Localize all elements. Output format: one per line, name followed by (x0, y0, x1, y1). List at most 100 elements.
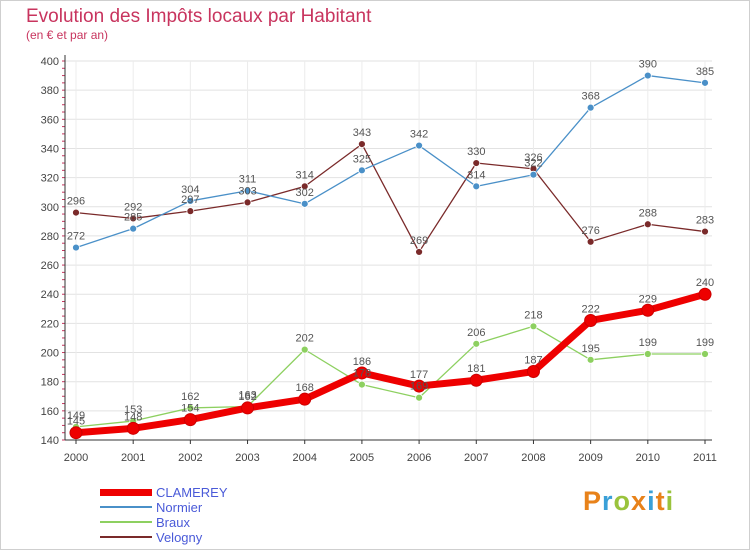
data-point-normier (701, 78, 709, 87)
data-label-normier: 390 (639, 59, 657, 71)
data-label-normier: 285 (124, 212, 142, 224)
data-point-normier (300, 199, 309, 208)
logo-letter-7: i (665, 486, 675, 516)
legend-label: Braux (156, 515, 190, 530)
y-tick-label: 360 (41, 114, 59, 126)
x-tick-label: 2007 (464, 452, 488, 464)
data-point-normier (586, 103, 595, 112)
y-tick-label: 260 (41, 260, 59, 272)
logo-letter-4: x (631, 486, 648, 516)
x-tick-label: 2010 (636, 452, 660, 464)
data-label-clamerey: 222 (581, 303, 599, 315)
data-point-normier (529, 170, 538, 179)
data-label-velogny: 297 (181, 194, 199, 206)
legend-swatch (100, 521, 152, 523)
data-label-velogny: 343 (353, 127, 371, 139)
legend-label: Velogny (156, 530, 203, 545)
data-point-clamerey (641, 303, 655, 317)
series-line-clamerey (72, 290, 709, 437)
data-point-velogny (472, 159, 481, 167)
y-tick-label: 140 (41, 435, 59, 447)
x-tick-label: 2000 (64, 452, 88, 464)
data-label-normier: 342 (410, 129, 428, 141)
y-tick-label: 340 (41, 143, 59, 155)
x-tick-label: 2001 (121, 452, 145, 464)
legend-swatch (100, 489, 152, 496)
data-label-normier: 304 (181, 184, 199, 196)
data-point-clamerey (526, 364, 540, 378)
data-label-braux: 199 (639, 337, 657, 349)
data-point-velogny (243, 198, 252, 207)
data-point-normier (358, 166, 366, 175)
data-point-clamerey (69, 426, 83, 440)
data-label-clamerey: 229 (639, 293, 657, 305)
series-line-velogny (75, 143, 706, 253)
data-label-normier: 368 (581, 91, 599, 103)
data-label-normier: 272 (67, 231, 85, 243)
data-point-normier (415, 141, 423, 150)
data-label-braux: 162 (181, 391, 199, 403)
logo-letter-5: i (647, 486, 656, 516)
data-label-velogny: 326 (524, 152, 542, 164)
data-label-clamerey: 168 (296, 382, 314, 394)
x-tick-label: 2004 (292, 452, 316, 464)
data-point-braux (643, 350, 652, 358)
data-label-braux: 178 (353, 368, 371, 380)
data-point-velogny (415, 248, 423, 256)
data-point-clamerey (126, 421, 140, 435)
data-point-normier (72, 243, 80, 252)
data-label-clamerey: 145 (67, 416, 85, 428)
data-label-velogny: 292 (124, 201, 142, 213)
chart-subtitle: (en € et par an) (26, 28, 109, 42)
data-label-braux: 195 (581, 343, 599, 355)
data-point-normier (472, 182, 481, 191)
data-point-clamerey (412, 379, 426, 393)
data-point-braux (586, 355, 595, 364)
y-tick-label: 300 (41, 202, 59, 214)
data-point-velogny (586, 237, 595, 246)
data-point-normier (643, 71, 652, 80)
data-point-braux (529, 322, 538, 331)
logo-letter-6: t (655, 486, 666, 516)
data-label-clamerey: 187 (524, 354, 542, 366)
data-label-velogny: 269 (410, 235, 428, 247)
data-point-braux (701, 350, 709, 358)
y-tick-label: 220 (41, 318, 59, 330)
data-point-velogny (129, 214, 138, 223)
data-label-braux: 202 (296, 333, 314, 345)
legend-swatch (100, 506, 152, 508)
data-label-velogny: 330 (467, 146, 485, 158)
data-label-normier: 385 (696, 66, 714, 78)
data-label-clamerey: 181 (467, 363, 485, 375)
y-tick-label: 280 (41, 231, 59, 243)
data-label-normier: 314 (467, 169, 485, 181)
y-tick-label: 200 (41, 348, 59, 360)
data-point-braux (300, 345, 309, 354)
legend-label: CLAMEREY (156, 485, 228, 500)
y-tick-label: 380 (41, 85, 59, 97)
x-tick-label: 2003 (235, 452, 259, 464)
x-tick-label: 2006 (407, 452, 431, 464)
data-point-velogny (358, 140, 366, 148)
data-point-velogny (300, 182, 309, 191)
y-tick-label: 320 (41, 173, 59, 185)
data-point-normier (243, 186, 252, 195)
data-point-braux (415, 393, 423, 402)
proxiti-logo: Proxiti (583, 486, 674, 517)
x-tick-label: 2011 (693, 452, 717, 464)
data-label-braux: 206 (467, 327, 485, 339)
legend-label: Normier (156, 500, 203, 515)
data-label-velogny: 303 (238, 185, 256, 197)
y-tick-label: 400 (41, 56, 59, 68)
data-point-velogny (701, 227, 709, 236)
data-label-velogny: 296 (67, 196, 85, 208)
data-point-velogny (72, 208, 80, 217)
data-label-normier: 325 (353, 153, 371, 165)
series-line-braux (75, 325, 706, 428)
chart-title: Evolution des Impôts locaux par Habitant (26, 6, 372, 27)
data-label-velogny: 288 (639, 207, 657, 219)
data-label-clamerey: 186 (353, 356, 371, 368)
data-label-clamerey: 162 (238, 391, 256, 403)
